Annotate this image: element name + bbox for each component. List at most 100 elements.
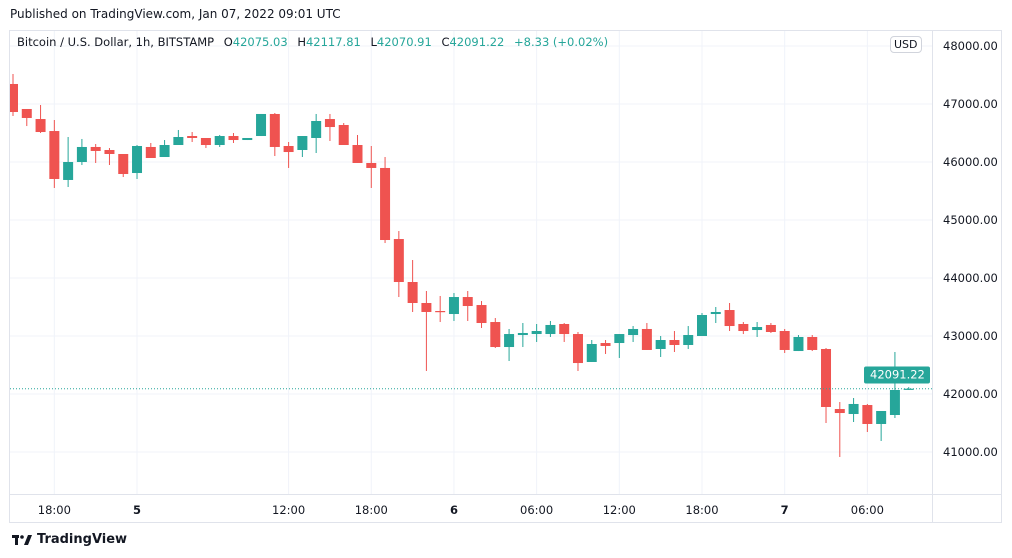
candle-body bbox=[448, 297, 459, 315]
candle-body bbox=[572, 334, 583, 364]
candle-body bbox=[586, 344, 597, 362]
candle-body bbox=[821, 348, 832, 407]
candle-body bbox=[63, 162, 74, 180]
candle-body bbox=[724, 310, 735, 327]
candle-body bbox=[710, 311, 721, 315]
candle-body bbox=[655, 340, 666, 349]
candle-body bbox=[283, 145, 294, 153]
time-tick-label: 12:00 bbox=[602, 503, 636, 517]
low-key: L bbox=[370, 35, 377, 49]
time-tick-label: 18:00 bbox=[685, 503, 719, 517]
candle-body bbox=[876, 410, 887, 424]
candle-body bbox=[504, 334, 515, 348]
price-tick-label: 45000.00 bbox=[943, 213, 998, 227]
candle-body bbox=[779, 331, 790, 350]
candle-body bbox=[214, 136, 225, 146]
candle-body bbox=[118, 153, 129, 175]
brand-name: TradingView bbox=[37, 532, 128, 547]
candle-body bbox=[297, 136, 308, 150]
chart-frame bbox=[9, 30, 1002, 523]
candlestick-chart[interactable] bbox=[10, 31, 932, 494]
published-caption: Published on TradingView.com, Jan 07, 20… bbox=[10, 7, 341, 21]
candle-body bbox=[242, 137, 253, 141]
candle-body bbox=[738, 323, 749, 332]
tradingview-logo-icon bbox=[12, 534, 32, 545]
candle-body bbox=[559, 323, 570, 335]
candle-body bbox=[10, 83, 18, 113]
candle-body bbox=[545, 324, 556, 335]
candle-body bbox=[903, 388, 914, 390]
time-tick-label: 7 bbox=[780, 503, 789, 517]
candle-body bbox=[311, 120, 322, 138]
high-value: 42117.81 bbox=[305, 35, 361, 49]
candle-body bbox=[600, 343, 611, 346]
price-tick-label: 47000.00 bbox=[943, 97, 998, 111]
candle-body bbox=[614, 334, 625, 344]
last-price-badge: 42091.22 bbox=[864, 366, 930, 384]
currency-button[interactable]: USD bbox=[890, 36, 922, 53]
candle-body bbox=[269, 113, 280, 147]
candle-body bbox=[669, 340, 680, 345]
candle-body bbox=[159, 145, 170, 158]
time-tick-label: 6 bbox=[449, 503, 458, 517]
time-tick-label: 18:00 bbox=[37, 503, 71, 517]
time-axis[interactable]: 18:00 5 12:00 18:00 6 06:00 12:00 18:00 7 06:00 bbox=[10, 494, 932, 523]
symbol-legend: Bitcoin / U.S. Dollar, 1h, BITSTAMP O420… bbox=[17, 35, 608, 49]
candle-body bbox=[889, 389, 900, 415]
axis-corner bbox=[932, 494, 1002, 523]
price-tick-label: 42000.00 bbox=[943, 387, 998, 401]
time-tick-label: 06:00 bbox=[520, 503, 554, 517]
candle-body bbox=[862, 405, 873, 424]
candle-body bbox=[752, 327, 763, 331]
candle-body bbox=[104, 149, 115, 154]
candle-body bbox=[324, 119, 335, 128]
candle-body bbox=[352, 145, 363, 163]
symbol-title: Bitcoin / U.S. Dollar, 1h, BITSTAMP bbox=[17, 35, 215, 49]
candle-body bbox=[628, 328, 639, 336]
candle-body bbox=[366, 162, 377, 168]
time-tick-label: 5 bbox=[133, 503, 142, 517]
candle-body bbox=[173, 137, 184, 146]
close-value: 42091.22 bbox=[449, 35, 505, 49]
price-axis[interactable]: 48000.00 47000.00 46000.00 45000.00 44000.00… bbox=[932, 31, 1002, 494]
footer-brand: TradingView bbox=[12, 532, 127, 547]
candle-body bbox=[531, 331, 542, 335]
candle-body bbox=[793, 336, 804, 352]
time-tick-label: 18:00 bbox=[354, 503, 388, 517]
price-pane[interactable] bbox=[10, 31, 932, 494]
candle-body bbox=[35, 119, 46, 133]
candle-body bbox=[187, 136, 198, 138]
candle-body bbox=[848, 403, 859, 415]
low-value: 42070.91 bbox=[376, 35, 432, 49]
candle-body bbox=[407, 282, 418, 303]
candle-body bbox=[421, 302, 432, 312]
high-key: H bbox=[297, 35, 306, 49]
candle-body bbox=[641, 328, 652, 350]
time-tick-label: 06:00 bbox=[850, 503, 884, 517]
price-tick-label: 48000.00 bbox=[943, 39, 998, 53]
candle-body bbox=[517, 332, 528, 336]
price-tick-label: 44000.00 bbox=[943, 271, 998, 285]
candle-body bbox=[765, 324, 776, 332]
candle-body bbox=[90, 146, 101, 151]
candle-body bbox=[338, 124, 349, 146]
candle-body bbox=[435, 311, 446, 313]
candle-body bbox=[380, 167, 391, 241]
candle-body bbox=[462, 297, 473, 307]
price-tick-label: 46000.00 bbox=[943, 155, 998, 169]
candle-body bbox=[490, 322, 501, 348]
candle-body bbox=[834, 409, 845, 414]
candle-body bbox=[200, 137, 211, 146]
close-key: C bbox=[441, 35, 450, 49]
price-tick-label: 41000.00 bbox=[943, 445, 998, 459]
change-value: +8.33 (+0.02%) bbox=[514, 35, 609, 49]
candle-body bbox=[228, 136, 239, 141]
candle-body bbox=[807, 336, 818, 350]
open-value: 42075.03 bbox=[232, 35, 288, 49]
time-tick-label: 12:00 bbox=[272, 503, 306, 517]
candle-body bbox=[393, 239, 404, 283]
candle-body bbox=[132, 145, 143, 174]
candle-body bbox=[256, 113, 267, 137]
candle-body bbox=[49, 131, 60, 179]
candle-body bbox=[476, 305, 487, 324]
